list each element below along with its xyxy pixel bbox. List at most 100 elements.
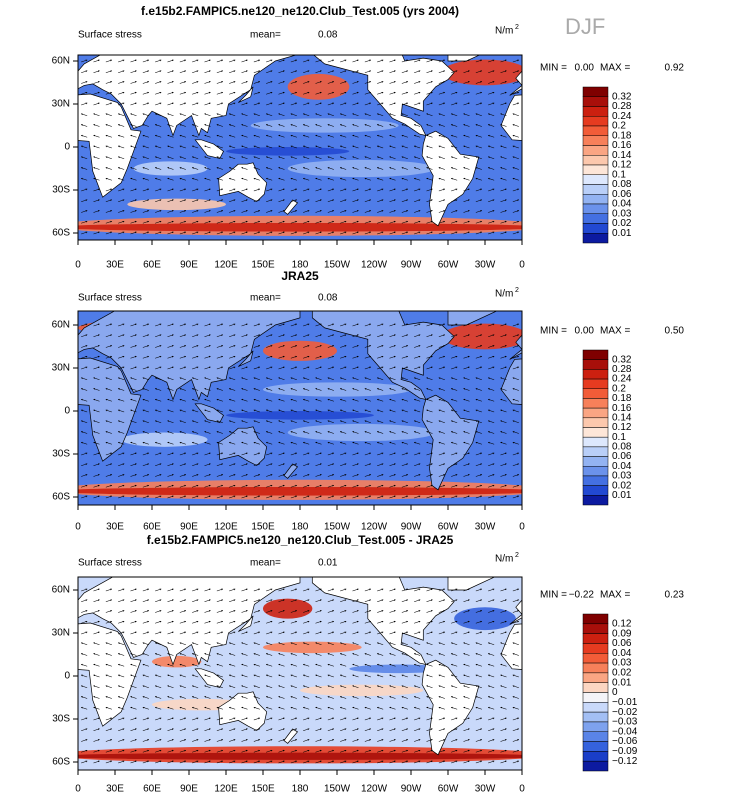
wind-arrow [389,81,396,84]
wind-arrow [93,102,100,106]
x-tick-label: 150W [324,522,351,533]
coastline [313,55,455,137]
wind-arrow [81,495,88,499]
wind-arrow [315,145,322,149]
wind-arrow [303,59,310,63]
wind-arrow [241,59,248,63]
wind-arrow [413,124,421,127]
wind-arrow [154,134,162,138]
field-region [263,382,411,397]
wind-arrow [389,134,396,138]
wind-arrow [302,145,310,149]
wind-arrow [81,188,88,192]
y-tick-label: 60S [52,228,70,239]
wind-arrow [339,167,347,170]
wind-arrow [475,199,483,203]
wind-arrow [426,156,433,160]
wind-arrow [377,199,384,203]
wind-arrow [426,220,433,224]
coastline [447,311,498,326]
wind-arrow [241,124,248,127]
wind-arrow [327,70,335,74]
field-region [78,752,522,760]
y-tick-label: 30N [52,363,70,374]
wind-arrow [229,210,236,213]
wind-arrow [105,145,112,149]
coastline [500,94,522,141]
wind-arrow [142,484,150,488]
wind-arrow [192,484,199,488]
wind-arrow [81,484,88,488]
x-tick-label: 120E [214,260,238,271]
wind-arrow [376,145,384,149]
wind-arrow [105,81,113,84]
mean-value: 0.01 [318,558,338,569]
wind-arrow [278,210,285,213]
wind-arrow [241,145,248,149]
colorbar-swatch [582,466,609,477]
coastline [78,93,142,198]
units-exponent: 2 [515,287,519,294]
wind-arrow [290,495,298,499]
x-tick-label: 150W [324,784,351,795]
wind-arrow [426,91,433,95]
wind-arrow [512,81,520,84]
wind-arrow [81,199,88,203]
wind-arrow [303,231,310,235]
wind-arrow [105,177,112,181]
wind-arrow [315,199,322,203]
wind-arrow [192,231,199,235]
wind-arrow [93,156,100,160]
wind-arrow [315,220,322,224]
wind-arrow [93,495,100,499]
colorbar-label: 0.03 [612,208,632,219]
field-region [287,159,436,178]
coastline [728,464,733,478]
wind-arrow [512,113,519,117]
wind-arrow [204,145,211,149]
wind-arrow [315,70,322,74]
wind-arrow [500,156,507,160]
colorbar-swatch [582,349,609,360]
wind-arrow [278,91,285,95]
coastline [421,130,480,227]
wind-arrow [142,91,150,95]
wind-arrow [265,124,273,127]
wind-arrow [451,70,458,74]
wind-arrow [463,220,470,224]
coastline [283,463,299,479]
wind-arrow [487,124,495,127]
wind-arrow [327,59,335,63]
colorbar-label: 0.24 [612,111,632,122]
wind-arrow [512,199,520,203]
wind-arrow [500,220,507,224]
colorbar-label: 0.06 [612,189,632,200]
coastline [0,47,10,136]
coastline [682,616,697,632]
wind-arrow [451,199,458,203]
y-tick-label: 30N [52,628,70,639]
wind-arrow [327,156,334,160]
wind-arrow [290,70,298,74]
wind-arrow [339,124,347,127]
wind-arrow [81,59,88,63]
wind-arrow [413,177,421,181]
colorbar-swatch [582,388,609,399]
wind-arrow [179,188,187,192]
wind-arrow [414,59,421,63]
wind-arrow [500,210,507,213]
coastline [194,403,224,423]
field-region [287,73,350,100]
x-tick-label: 120W [361,260,388,271]
wind-arrow [241,102,248,106]
coastline [0,40,53,62]
wind-arrow [438,231,446,235]
wind-arrow [290,81,298,84]
colorbar-swatch [582,407,609,419]
wind-arrow [93,81,100,84]
wind-arrow [340,495,347,499]
wind-arrow [192,70,199,74]
wind-arrow [401,210,409,213]
coastline [728,200,733,214]
wind-arrow [265,113,273,117]
